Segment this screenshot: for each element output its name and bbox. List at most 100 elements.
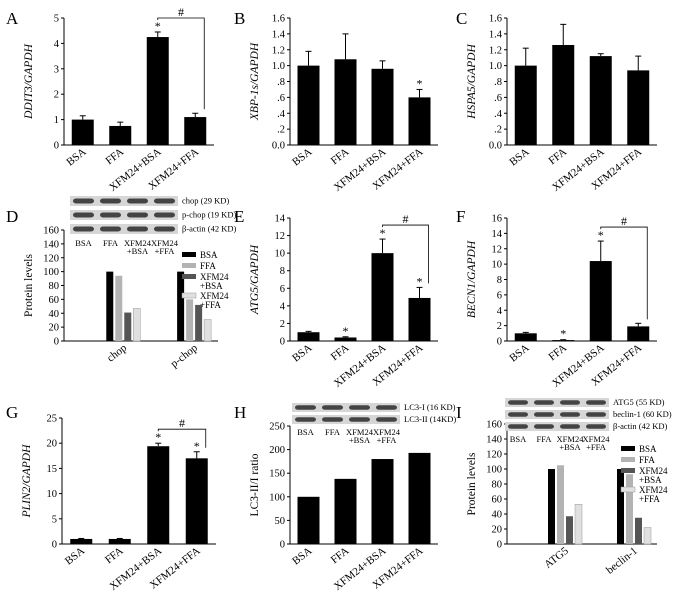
- panel-D-ytick-label: 20: [49, 323, 60, 334]
- panel-H-blot-row-0: [292, 403, 400, 412]
- panel-D-blot-band-0-3: [154, 198, 175, 204]
- panel-C-bar-1: [552, 44, 575, 145]
- panel-D-lane-label-1: FFA: [103, 238, 119, 248]
- panel-B-ytick-label: .8: [277, 77, 285, 88]
- panel-I-bar-1-0: [617, 469, 624, 544]
- panel-I-ytick-label: 20: [492, 525, 503, 536]
- panel-I-bar-1-1: [626, 474, 633, 544]
- panel-C-ytick-label: 0.0: [489, 141, 502, 152]
- panel-E-bar-2: [371, 253, 394, 341]
- panel-G-bracket: [157, 428, 207, 448]
- panel-D-lane-label-2: XFM24 +BSA: [124, 238, 152, 256]
- panel-E-star-1: *: [343, 324, 349, 338]
- panel-I-ytick-label: 120: [486, 450, 502, 461]
- panel-I-lane-label-2: XFM24 +BSA: [557, 434, 585, 452]
- panel-I-ytick-label: 140: [486, 435, 502, 446]
- panel-F-bracket-label: #: [621, 214, 627, 228]
- panel-D-bar-1-0: [177, 271, 185, 341]
- panel-G-ytick-label: 25: [47, 414, 58, 425]
- panel-G-ylabel: PLIN2/GAPDH: [21, 444, 33, 519]
- panel-B-category-label-0: BSA: [290, 146, 314, 169]
- panel-A-ytick-label: 3: [54, 64, 59, 75]
- panel-C-ytick-label: .8: [494, 77, 502, 88]
- panel-I-blot-band-2-2: [560, 424, 580, 429]
- panel-D-lane-label-0: BSA: [75, 238, 92, 248]
- panel-C-bar-2: [589, 56, 612, 145]
- panel-A-letter: A: [6, 9, 19, 28]
- panel-C-bar-3: [627, 70, 650, 145]
- panel-I-blot-band-1-2: [560, 412, 580, 417]
- panel-I-legend-swatch-1: [621, 457, 635, 462]
- panel-G-ytick-label: 0: [52, 540, 57, 551]
- panel-H-ytick-label: 0: [280, 540, 285, 551]
- panel-C-category-label-0: BSA: [507, 146, 531, 169]
- panel-D-blot-label-1: p-chop (19 KD): [182, 210, 236, 220]
- panel-C-ytick-label: 1.2: [489, 45, 502, 56]
- panel-E-ytick-label: 0: [280, 337, 285, 348]
- panel-H-ytick-label: 50: [275, 516, 286, 527]
- panel-D-bar-1-3: [203, 319, 212, 342]
- panel-D-bar-0-2: [124, 312, 132, 341]
- panel-D-blot-band-1-0: [73, 212, 94, 218]
- panel-F-bracket: [600, 226, 648, 320]
- panel-I-blot-row-2: [505, 422, 609, 431]
- panel-D-legend-swatch-1: [182, 263, 196, 268]
- panel-G-ytick-label: 15: [47, 464, 58, 475]
- panel-E-ytick-label: 2: [280, 319, 285, 330]
- panel-A-ytick-label: 2: [54, 90, 59, 101]
- panel-E-bracket-label: #: [403, 212, 409, 226]
- panel-D-blot-row-1: [70, 210, 178, 220]
- panel-A-star-2: *: [155, 19, 161, 33]
- panel-I-bar-0-1: [557, 465, 564, 544]
- panel-F-bar-3: [627, 326, 650, 341]
- panel-F-ytick-label: 12: [492, 244, 503, 255]
- panel-C-letter: C: [456, 9, 467, 28]
- panel-C-ytick-label: .4: [494, 109, 503, 120]
- panel-B-ylabel: XBP-1s/GAPDH: [249, 42, 261, 121]
- panel-I-blot-band-2-0: [508, 424, 528, 429]
- panel-B-ytick-label: 1.4: [272, 29, 286, 40]
- panel-D-category-label-1: p-chop: [169, 342, 201, 371]
- panel-D-ytick-label: 100: [43, 267, 59, 278]
- panel-F-ytick-label: 6: [497, 290, 502, 301]
- panel-A-bar-2: [146, 37, 169, 145]
- panel-A-bar-1: [109, 125, 132, 145]
- panel-I-bar-1-3: [643, 527, 652, 545]
- panel-I-blot-band-1-0: [508, 412, 528, 417]
- panel-A-bracket: [157, 17, 205, 110]
- panel-E-letter: E: [234, 207, 244, 226]
- panel-A-ylabel: DDIT3/GAPDH: [23, 43, 35, 119]
- panel-F-category-label-0: BSA: [507, 342, 531, 365]
- panel-D-ylabel: Protein levels: [23, 254, 35, 317]
- panel-D-legend-swatch-0: [182, 252, 196, 257]
- panel-H-ytick-label: 250: [269, 422, 285, 433]
- panel-I-bar-0-2: [566, 516, 573, 544]
- panel-A-ytick-label: 4: [54, 39, 60, 50]
- panel-D-blot-band-2-2: [127, 226, 148, 232]
- panel-A-bar-3: [184, 117, 207, 145]
- panel-I-blot-band-0-3: [586, 400, 606, 405]
- panel-B-bar-3: [408, 97, 431, 145]
- panel-I-ytick-label: 100: [486, 465, 502, 476]
- panel-C-ytick-label: 1.6: [489, 14, 502, 25]
- panel-G-category-label-1: FFA: [103, 545, 126, 566]
- panel-I-blot-label-2: β-actin (42 KD): [613, 421, 668, 431]
- panel-H-ylabel: LC3-II/I ratio: [249, 453, 261, 516]
- panel-G-bar-1: [108, 538, 131, 544]
- panel-G-bar-2: [147, 446, 170, 544]
- panel-E-ytick-label: 12: [275, 231, 286, 242]
- panel-I-bar-1-2: [635, 517, 642, 544]
- panel-H-blot-band-0-0: [295, 405, 316, 410]
- panel-D-bar-1-1: [186, 299, 194, 341]
- panel-C-ytick-label: .6: [494, 93, 502, 104]
- panel-I-blot-band-2-1: [534, 424, 554, 429]
- panel-G-ytick-label: 20: [47, 439, 58, 450]
- panel-I-bar-0-0: [548, 469, 555, 544]
- panel-H-blot-label-0: LC3-I (16 KD): [404, 402, 456, 412]
- panel-F-bar-1: [552, 340, 575, 341]
- panel-D-legend-label-1: FFA: [200, 261, 216, 271]
- panel-D-ytick-label: 140: [43, 239, 59, 250]
- panel-I-lane-label-1: FFA: [537, 434, 553, 444]
- panel-D-blot-label-2: β-actin (42 KD): [182, 224, 237, 234]
- panel-F-ytick-label: 2: [497, 321, 502, 332]
